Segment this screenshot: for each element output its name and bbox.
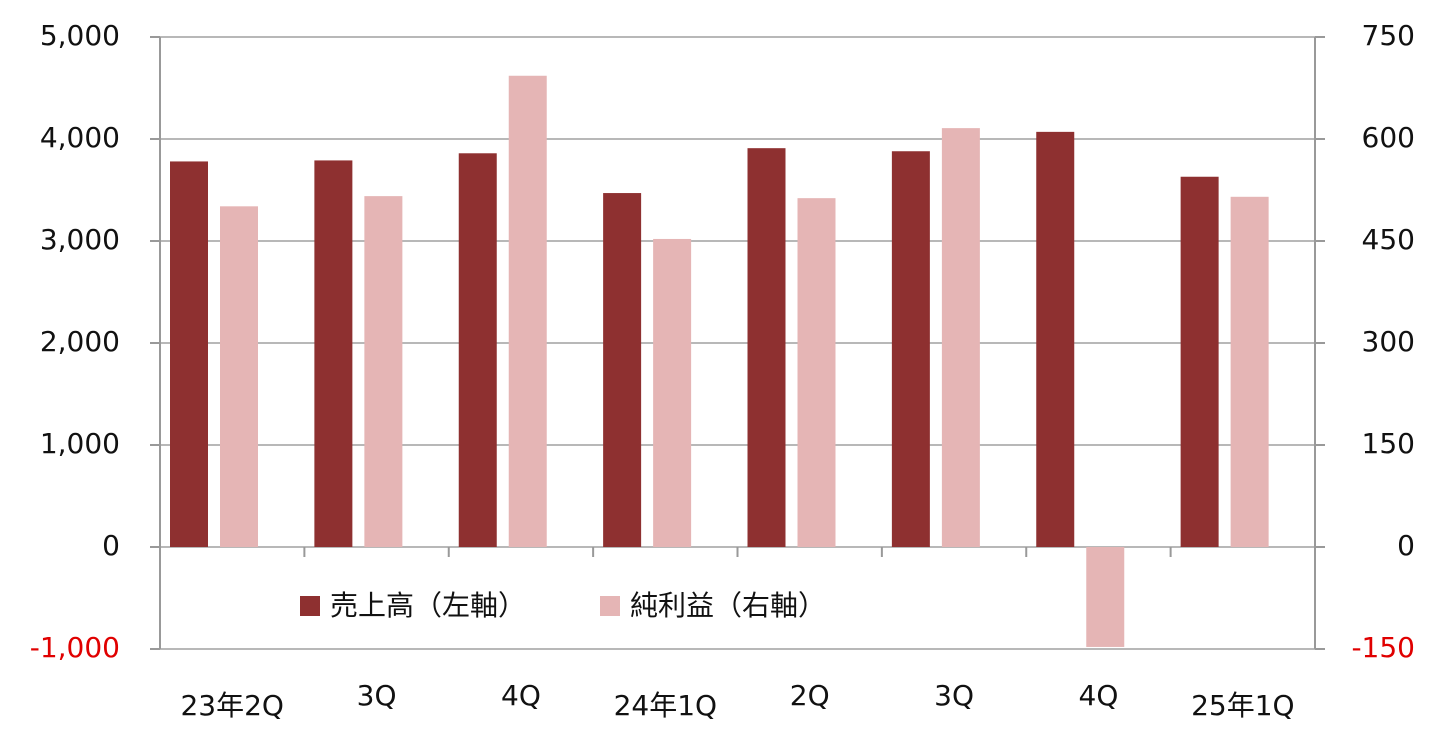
y-tick-label: 3,000 bbox=[40, 223, 120, 256]
bar bbox=[941, 128, 980, 547]
x-tick-label: 24年1Q bbox=[614, 689, 717, 722]
y2-tick-label: 750 bbox=[1362, 19, 1415, 52]
x-tick-label: 23年2Q bbox=[180, 689, 283, 722]
y2-tick-label: 0 bbox=[1397, 529, 1415, 562]
x-tick-label: 3Q bbox=[934, 679, 974, 712]
x-tick-label: 4Q bbox=[501, 679, 541, 712]
bar bbox=[1086, 547, 1125, 647]
bar bbox=[508, 75, 547, 547]
bar bbox=[653, 238, 692, 547]
bar bbox=[364, 196, 403, 547]
bar bbox=[1036, 131, 1075, 548]
y-tick-label: 5,000 bbox=[40, 19, 120, 52]
bar bbox=[1180, 176, 1219, 548]
x-tick-label: 25年1Q bbox=[1191, 689, 1294, 722]
bar bbox=[170, 161, 208, 547]
y2-tick-label: 600 bbox=[1362, 121, 1415, 154]
y2-tick-label: 450 bbox=[1362, 223, 1415, 256]
y-tick-label: 2,000 bbox=[40, 325, 120, 358]
y-tick-label: 4,000 bbox=[40, 121, 120, 154]
bar bbox=[747, 148, 786, 547]
y-tick-label: 0 bbox=[102, 529, 120, 562]
x-tick-label: 3Q bbox=[357, 679, 397, 712]
bar bbox=[891, 151, 930, 548]
bar bbox=[797, 198, 836, 547]
legend-label: 純利益（右軸） bbox=[630, 589, 826, 622]
y-tick-label: 1,000 bbox=[40, 427, 120, 460]
y-tick-label: -1,000 bbox=[30, 631, 120, 664]
legend-label: 売上高（左軸） bbox=[330, 589, 526, 622]
legend-swatch bbox=[300, 596, 320, 616]
bar bbox=[314, 160, 353, 548]
y2-tick-label: 300 bbox=[1362, 325, 1415, 358]
bar bbox=[1230, 196, 1269, 548]
bar bbox=[458, 153, 497, 547]
legend-swatch bbox=[600, 596, 620, 616]
bar bbox=[220, 206, 258, 547]
y2-tick-label: 150 bbox=[1362, 427, 1415, 460]
y2-tick-label: -150 bbox=[1351, 631, 1415, 664]
x-tick-label: 4Q bbox=[1079, 679, 1119, 712]
x-tick-label: 2Q bbox=[790, 679, 830, 712]
bar bbox=[603, 193, 642, 547]
